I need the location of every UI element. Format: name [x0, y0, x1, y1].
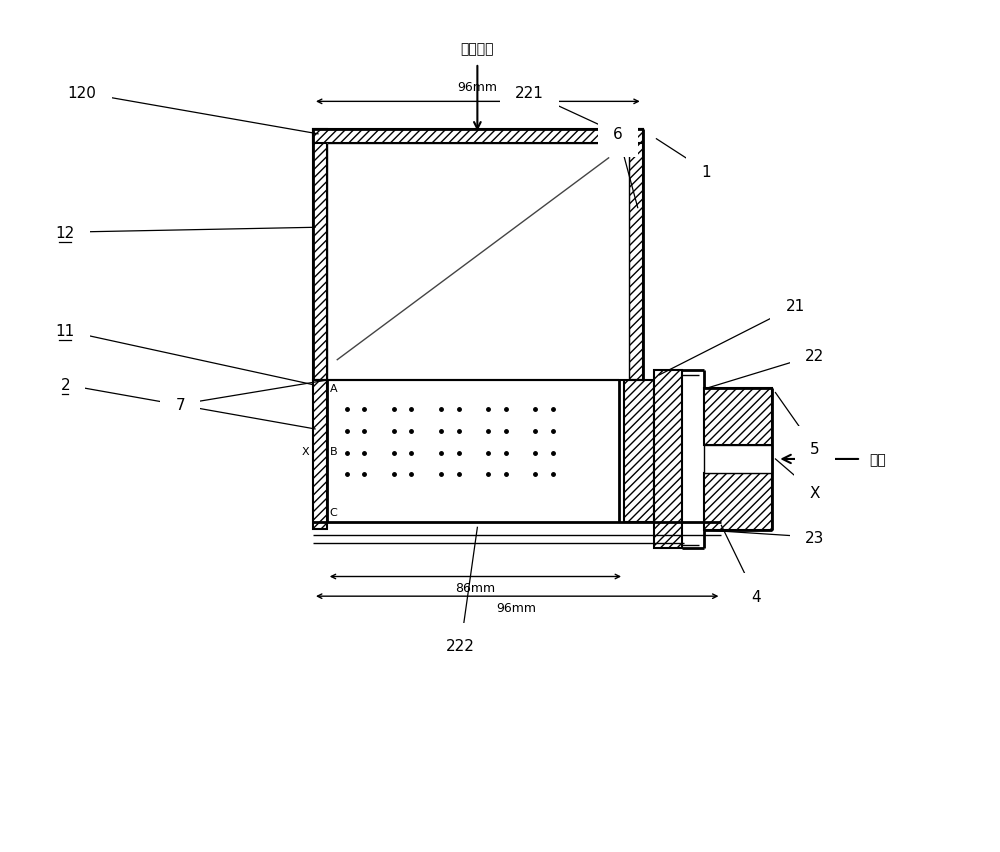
Text: 11: 11 [56, 324, 75, 339]
Text: A: A [330, 383, 337, 394]
Bar [654, 371, 682, 549]
Text: 21: 21 [785, 299, 805, 314]
Text: 221: 221 [515, 86, 544, 101]
Text: 22: 22 [805, 348, 824, 363]
Bar [704, 473, 772, 531]
Bar [313, 380, 327, 530]
Text: 1: 1 [702, 164, 711, 180]
Text: 222: 222 [446, 638, 475, 653]
Text: 2: 2 [60, 377, 70, 393]
Bar [313, 130, 643, 143]
Text: B: B [330, 446, 337, 456]
Text: 86mm: 86mm [455, 582, 495, 595]
Bar [704, 389, 772, 446]
Text: 新鲜空气: 新鲜空气 [461, 42, 494, 56]
Bar [624, 380, 654, 523]
Text: C: C [330, 508, 338, 518]
Text: X: X [301, 446, 309, 456]
Bar [704, 446, 772, 473]
Text: 96mm: 96mm [457, 82, 497, 95]
Bar [327, 143, 629, 380]
Text: 96mm: 96mm [497, 602, 537, 614]
Text: X: X [810, 486, 820, 501]
Text: 12: 12 [56, 226, 75, 240]
Bar [313, 130, 327, 380]
Text: 7: 7 [175, 397, 185, 412]
Text: 5: 5 [810, 441, 820, 457]
Text: 120: 120 [67, 86, 96, 101]
Text: 4: 4 [751, 589, 761, 604]
Text: 6: 6 [613, 127, 623, 142]
Bar [629, 130, 643, 380]
Text: 23: 23 [805, 530, 824, 545]
Text: 氨气: 氨气 [869, 452, 886, 466]
